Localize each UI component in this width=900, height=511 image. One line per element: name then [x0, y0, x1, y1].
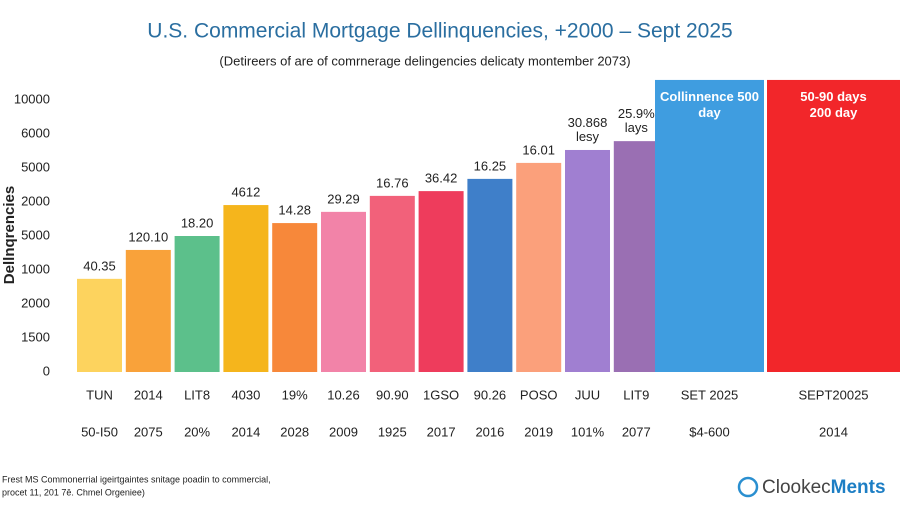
x-sublabel: 2019: [524, 424, 553, 439]
x-sublabel: 2075: [134, 424, 163, 439]
bar-label: 16.25: [474, 158, 507, 173]
x-sublabel: 20%: [184, 424, 210, 439]
x-tick-label: 2014: [134, 387, 163, 402]
bar: [467, 178, 513, 372]
bar-label: Collinnence 500 day: [660, 89, 759, 120]
bar: [77, 278, 122, 372]
bar: [565, 149, 610, 372]
bar-label: 4612: [231, 184, 260, 199]
bar: [613, 141, 659, 372]
bar: [369, 195, 415, 372]
y-tick-label: 2000: [21, 193, 50, 208]
y-tick-label: 0: [43, 363, 50, 378]
y-tick-label: 1000: [21, 261, 50, 276]
bar: [418, 191, 464, 372]
bar-label: 16.01: [522, 142, 555, 157]
y-tick-label: 1500: [21, 329, 50, 344]
bar: [272, 223, 318, 372]
bar-label: 14.28: [278, 203, 311, 218]
x-sublabel: 101%: [571, 424, 605, 439]
x-sublabel: 50-I50: [81, 424, 118, 439]
chart-subtitle: (Detireers of are of comrnerage delingen…: [219, 53, 630, 68]
x-tick-label: 10.26: [327, 387, 360, 402]
footnote: Frest MS Commonerrial igeirtgaintes snit…: [2, 474, 271, 484]
logo-part: Clookec: [762, 477, 831, 498]
footnote: procet 11, 201 7ē. Chmel Orgeniee): [2, 487, 145, 497]
bar: [655, 79, 764, 372]
x-tick-label: 4030: [231, 387, 260, 402]
x-tick-label: LIT8: [184, 387, 210, 402]
x-sublabel: 1925: [378, 424, 407, 439]
bar-label: 120.10: [128, 229, 168, 244]
x-tick-label: 19%: [282, 387, 308, 402]
bar-label: 29.29: [327, 191, 360, 206]
x-tick-label: LIT9: [623, 387, 649, 402]
bar-label: 30.868 lesy: [568, 115, 608, 144]
bar-label: 36.42: [425, 171, 458, 186]
x-tick-label: SEPT20025: [798, 387, 868, 402]
logo: ClookecMents: [762, 477, 886, 498]
y-tick-label: 6000: [21, 125, 50, 140]
bar-label: 25.9% lays: [618, 107, 655, 136]
y-tick-label: 10000: [14, 91, 50, 106]
x-sublabel: 2016: [475, 424, 504, 439]
x-tick-label: 1GSO: [423, 387, 459, 402]
x-sublabel: 2028: [280, 424, 309, 439]
y-tick-label: 2000: [21, 295, 50, 310]
x-sublabel: $4-600: [689, 424, 729, 439]
bar: [223, 205, 269, 372]
bar: [767, 79, 900, 372]
bar-label: 50-90 days 200 day: [800, 89, 867, 120]
x-sublabel: 2009: [329, 424, 358, 439]
x-tick-label: TUN: [86, 387, 113, 402]
x-tick-label: 90.90: [376, 387, 409, 402]
logo-part: Ments: [831, 477, 886, 498]
y-tick-label: 5000: [21, 227, 50, 242]
y-axis-label: Dellnqrencies: [1, 186, 18, 284]
chart-title: U.S. Commercial Mortgage Dellinquencies,…: [147, 20, 732, 43]
logo-icon: [737, 476, 759, 498]
x-tick-label: SET 2025: [681, 387, 739, 402]
x-sublabel: 2014: [819, 424, 848, 439]
bar-label: 16.76: [376, 175, 409, 190]
bar-label: 18.20: [181, 215, 214, 230]
x-sublabel: 2077: [622, 424, 651, 439]
bar: [321, 211, 366, 372]
x-sublabel: 2017: [427, 424, 456, 439]
x-tick-label: 90.26: [474, 387, 507, 402]
y-tick-label: 5000: [21, 159, 50, 174]
x-tick-label: JUU: [575, 387, 600, 402]
bar: [125, 249, 171, 372]
x-sublabel: 2014: [231, 424, 260, 439]
bar: [174, 236, 220, 372]
bar: [516, 162, 562, 372]
x-tick-label: POSO: [520, 387, 558, 402]
bar-label: 40.35: [83, 258, 116, 273]
